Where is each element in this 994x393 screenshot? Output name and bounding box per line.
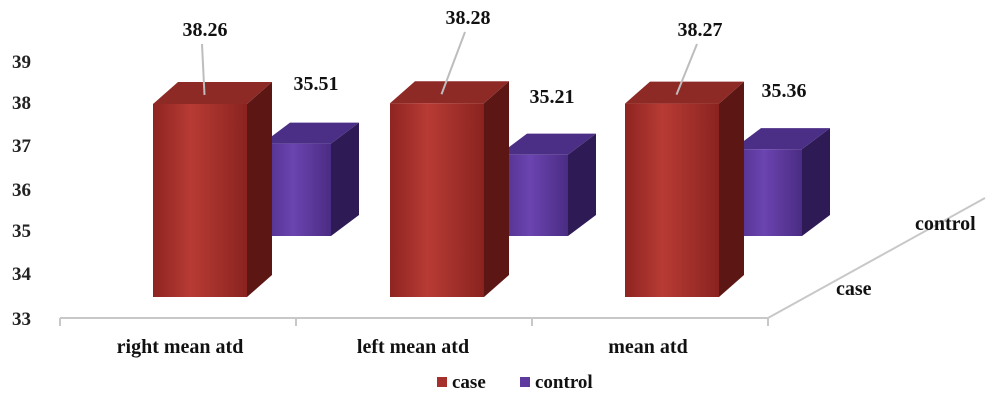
y-tick-label: 38 xyxy=(12,93,31,114)
bar-top xyxy=(499,133,596,155)
case-value-label: 38.26 xyxy=(183,19,228,41)
bar-side xyxy=(719,81,744,297)
legend-label: control xyxy=(535,372,593,393)
control-bar-0 xyxy=(262,122,359,236)
category-label: left mean atd xyxy=(357,336,469,358)
control-value-label: 35.51 xyxy=(294,73,339,95)
bar-front xyxy=(499,154,568,236)
category-label: right mean atd xyxy=(117,336,244,358)
bar-top xyxy=(625,81,744,104)
bar-top xyxy=(390,81,509,104)
bar-front xyxy=(153,103,247,297)
legend-swatch xyxy=(437,377,447,387)
case-bar-1 xyxy=(390,81,509,297)
bar-side xyxy=(331,122,359,236)
bar-front xyxy=(733,149,802,236)
case-value-label: 38.28 xyxy=(446,7,491,29)
bar-side xyxy=(484,81,509,297)
control-bar-2 xyxy=(733,128,830,236)
legend-label: case xyxy=(452,372,486,393)
legend-item-case: case xyxy=(437,372,486,393)
control-bar-1 xyxy=(499,133,596,236)
legend-item-control: control xyxy=(520,372,593,393)
bar-front xyxy=(390,103,484,297)
y-tick-label: 37 xyxy=(12,136,32,157)
control-value-label: 35.36 xyxy=(762,80,807,102)
legend: case control xyxy=(437,372,593,393)
bar-top xyxy=(153,81,272,104)
bar-front xyxy=(625,103,719,297)
legend-swatch xyxy=(520,377,530,387)
depth-label-case: case xyxy=(836,278,872,300)
category-label: mean atd xyxy=(608,336,687,358)
bar-front xyxy=(262,143,331,236)
y-tick-label: 39 xyxy=(12,52,31,73)
bar-side xyxy=(247,81,272,297)
case-bar-2 xyxy=(625,81,744,297)
y-tick-label: 34 xyxy=(12,264,32,285)
control-value-label: 35.21 xyxy=(530,86,575,108)
bar-top xyxy=(262,122,359,144)
y-tick-label: 36 xyxy=(12,180,31,201)
y-tick-label: 35 xyxy=(12,221,31,242)
bar-top xyxy=(733,128,830,150)
leader-line xyxy=(440,31,466,95)
case-value-label: 38.27 xyxy=(678,19,723,41)
leader-line xyxy=(675,43,698,95)
bar-side xyxy=(802,128,830,236)
bar-side xyxy=(568,133,596,236)
case-bar-0 xyxy=(153,81,272,297)
leader-line xyxy=(201,43,206,96)
depth-label-control: control xyxy=(915,213,976,235)
y-tick-label: 33 xyxy=(12,309,31,330)
